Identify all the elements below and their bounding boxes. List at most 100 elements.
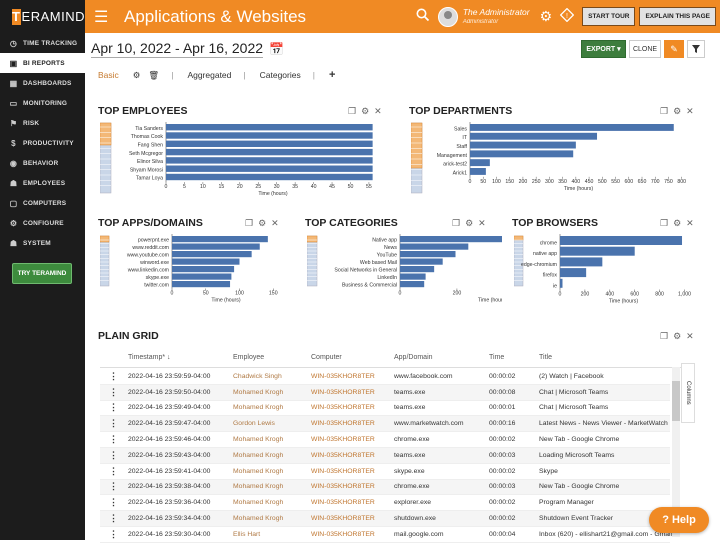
row-menu-icon[interactable]: ⋮	[109, 386, 118, 397]
bar[interactable]	[172, 258, 240, 265]
table-cell[interactable]: WIN-035KHOR8TER	[311, 467, 375, 475]
bar[interactable]	[172, 281, 231, 288]
table-row[interactable]: ⋮ 2022-04-16 23:59:36-04:00 Mohamed Krogh W…	[100, 495, 670, 512]
menu-icon[interactable]: ☰	[94, 8, 109, 26]
avatar[interactable]	[437, 6, 458, 27]
copy-icon[interactable]: ❐	[660, 106, 669, 116]
sidebar-item-dashboards[interactable]: ▦ DASHBOARDS	[0, 73, 85, 93]
table-cell[interactable]: Mohamed Krogh	[233, 515, 284, 523]
chart-navigator-selection[interactable]	[514, 235, 524, 241]
bar[interactable]	[400, 251, 456, 258]
bar[interactable]	[166, 157, 373, 164]
date-range[interactable]: Apr 10, 2022 - Apr 16, 2022	[91, 40, 264, 58]
calendar-icon[interactable]: 📅	[269, 42, 284, 56]
filter-icon[interactable]	[687, 40, 705, 58]
explain-page-button[interactable]: EXPLAIN THIS PAGE	[639, 7, 716, 26]
gear-icon[interactable]: ⚙	[673, 106, 682, 116]
teramind-logo[interactable]: T ERAMIND	[12, 8, 85, 25]
alert-icon[interactable]: !	[559, 7, 575, 25]
bar[interactable]	[400, 236, 502, 243]
row-menu-icon[interactable]: ⋮	[109, 418, 118, 429]
bar[interactable]	[560, 268, 587, 278]
table-row[interactable]: ⋮ 2022-04-16 23:59:46-04:00 Mohamed Krogh W…	[100, 432, 670, 448]
bar[interactable]	[166, 173, 373, 181]
table-cell[interactable]: WIN-035KHOR8TER	[311, 515, 375, 523]
export-button[interactable]: EXPORT ▾	[581, 40, 626, 58]
table-row[interactable]: ⋮ 2022-04-16 23:59:47-04:00 Gordon Lewis WI…	[100, 416, 670, 433]
table-row[interactable]: ⋮ 2022-04-16 23:59:41-04:00 Mohamed Krogh W…	[100, 464, 670, 480]
bar[interactable]	[166, 148, 373, 156]
gear-icon[interactable]: ⚙	[465, 218, 474, 228]
edit-icon[interactable]: ✎	[664, 40, 684, 58]
scrollbar-thumb[interactable]	[672, 381, 680, 421]
bar[interactable]	[400, 243, 469, 250]
chart-navigator-selection[interactable]	[100, 122, 112, 146]
row-menu-icon[interactable]: ⋮	[109, 402, 118, 413]
bar[interactable]	[166, 140, 373, 147]
chart-navigator-selection[interactable]	[411, 122, 423, 169]
bar[interactable]	[172, 243, 260, 250]
tab-categories[interactable]: Categories	[259, 70, 301, 80]
table-row[interactable]: ⋮ 2022-04-16 23:59:43-04:00 Mohamed Krogh W…	[100, 448, 670, 464]
close-icon[interactable]: ✕	[686, 218, 694, 228]
bar[interactable]	[400, 258, 443, 265]
row-menu-icon[interactable]: ⋮	[109, 370, 118, 381]
close-icon[interactable]: ✕	[374, 106, 382, 116]
settings-icon[interactable]: ⚙	[132, 69, 141, 80]
sidebar-item-risk[interactable]: ⚑ RISK	[0, 113, 85, 133]
table-row[interactable]: ⋮ 2022-04-16 23:59:38-04:00 Mohamed Krogh W…	[100, 479, 670, 496]
table-row[interactable]: ⋮ 2022-04-16 23:59:49-04:00 Mohamed Krogh W…	[100, 401, 670, 417]
column-header[interactable]: Employee	[233, 354, 265, 361]
row-menu-icon[interactable]: ⋮	[109, 497, 118, 508]
table-cell[interactable]: WIN-035KHOR8TER	[311, 483, 375, 491]
bar[interactable]	[470, 124, 674, 131]
copy-icon[interactable]: ❐	[660, 218, 669, 228]
sidebar-item-bi-reports[interactable]: ▣ BI REPORTS	[0, 53, 85, 73]
sidebar-item-productivity[interactable]: $ PRODUCTIVITY	[0, 133, 85, 153]
sidebar-item-behavior[interactable]: ◉ BEHAVIOR	[0, 153, 85, 173]
table-cell[interactable]: WIN-035KHOR8TER	[311, 436, 375, 444]
copy-icon[interactable]: ❐	[245, 218, 254, 228]
table-cell[interactable]: WIN-035KHOR8TER	[311, 388, 375, 396]
gear-icon[interactable]: ⚙	[258, 218, 267, 228]
table-cell[interactable]: WIN-035KHOR8TER	[311, 420, 375, 428]
chart-navigator-selection[interactable]	[100, 235, 110, 243]
row-menu-icon[interactable]: ⋮	[109, 449, 118, 460]
table-cell[interactable]: WIN-035KHOR8TER	[311, 372, 375, 380]
copy-icon[interactable]: ❐	[348, 106, 357, 116]
table-cell[interactable]: Gordon Lewis	[233, 420, 275, 428]
chart-navigator-selection[interactable]	[307, 235, 318, 243]
bar[interactable]	[560, 246, 635, 256]
column-header[interactable]: Time	[489, 354, 505, 361]
bar[interactable]	[166, 132, 373, 139]
copy-icon[interactable]: ❐	[660, 331, 669, 341]
bar[interactable]	[400, 266, 435, 273]
help-button[interactable]: ? Help	[649, 507, 709, 533]
tab-basic[interactable]: Basic	[98, 70, 119, 80]
bar[interactable]	[172, 266, 235, 273]
start-tour-button[interactable]: START TOUR	[582, 7, 636, 26]
close-icon[interactable]: ✕	[271, 218, 279, 228]
column-header[interactable]: Title	[539, 354, 552, 361]
bar[interactable]	[166, 124, 373, 131]
table-cell[interactable]: WIN-035KHOR8TER	[311, 451, 375, 459]
clone-button[interactable]: CLONE	[629, 40, 661, 58]
bar[interactable]	[560, 236, 683, 245]
table-cell[interactable]: WIN-035KHOR8TER	[311, 499, 375, 507]
table-cell[interactable]: Mohamed Krogh	[233, 388, 284, 396]
close-icon[interactable]: ✕	[686, 331, 694, 341]
bar[interactable]	[400, 273, 426, 280]
table-cell[interactable]: WIN-035KHOR8TER	[311, 530, 375, 538]
table-cell[interactable]: Mohamed Krogh	[233, 499, 284, 507]
table-cell[interactable]: Mohamed Krogh	[233, 436, 284, 444]
user-info[interactable]: The Administrator Administrator	[462, 6, 530, 25]
copy-icon[interactable]: ❐	[452, 218, 461, 228]
gear-icon[interactable]: ⚙	[673, 218, 682, 228]
trash-icon[interactable]: 🗑	[148, 69, 160, 80]
sidebar-item-computers[interactable]: ▢ COMPUTERS	[0, 193, 85, 213]
sidebar-item-configure[interactable]: ⚙ CONFIGURE	[0, 213, 85, 233]
sidebar-item-monitoring[interactable]: ▭ MONITORING	[0, 93, 85, 113]
column-header[interactable]: Computer	[311, 354, 342, 361]
try-teramind-button[interactable]: TRY TERAMIND	[12, 263, 72, 284]
close-icon[interactable]: ✕	[478, 218, 486, 228]
